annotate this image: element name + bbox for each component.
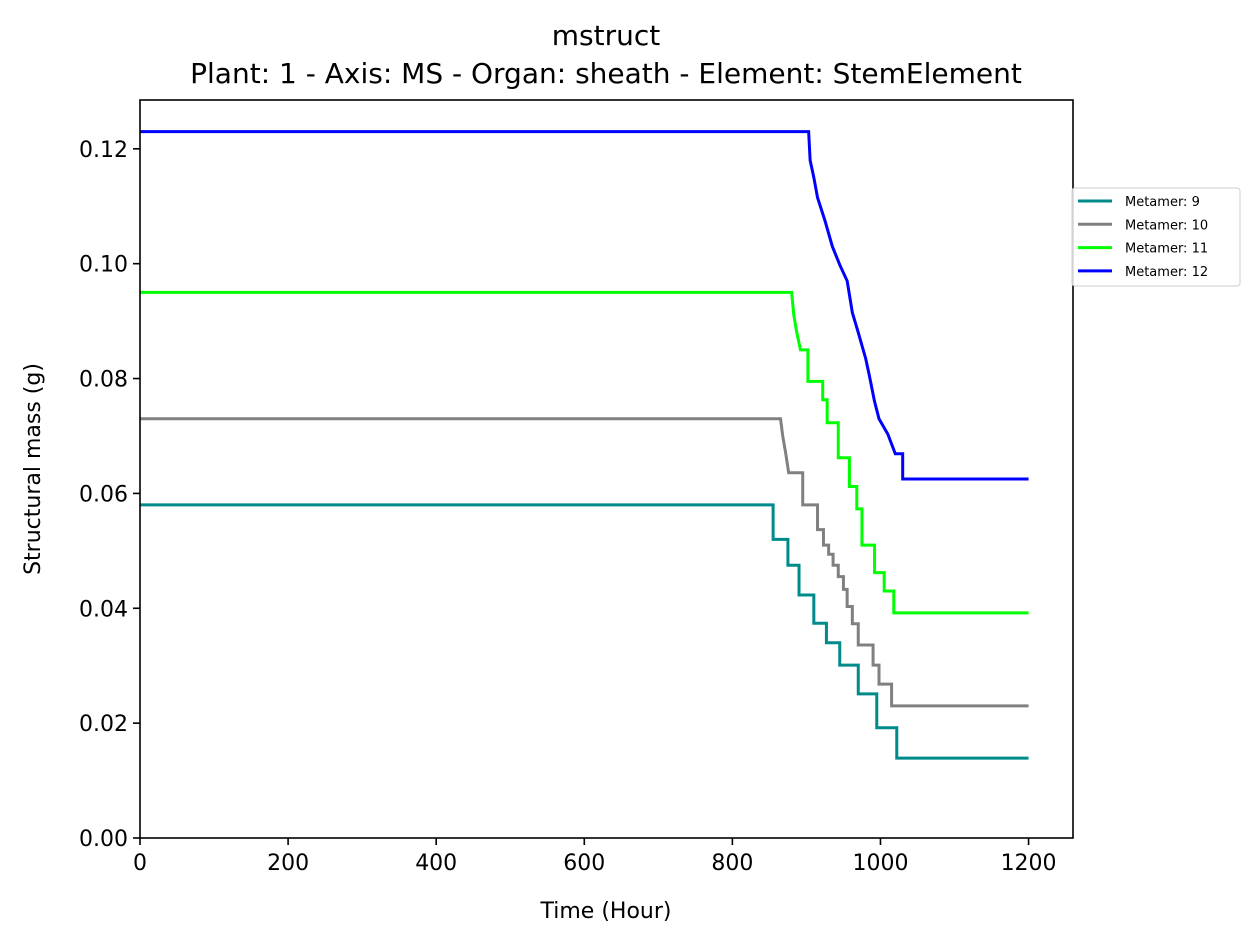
x-tick-label: 1000 bbox=[852, 851, 908, 876]
chart-subtitle: Plant: 1 - Axis: MS - Organ: sheath - El… bbox=[190, 57, 1022, 90]
y-tick-label: 0.10 bbox=[79, 253, 128, 278]
legend: Metamer: 9 Metamer: 10 Metamer: 11 Metamer:… bbox=[1071, 187, 1241, 287]
y-tick-label: 0.12 bbox=[79, 138, 128, 163]
y-tick-label: 0.00 bbox=[79, 827, 128, 852]
legend-box bbox=[1071, 187, 1241, 287]
x-axis-ticks: 0 200 400 600 800 1000 1200 bbox=[133, 838, 1057, 876]
y-tick-label: 0.02 bbox=[79, 712, 128, 737]
x-tick-label: 600 bbox=[563, 851, 605, 876]
x-tick-label: 400 bbox=[415, 851, 457, 876]
y-axis-ticks: 0.00 0.02 0.04 0.06 0.08 0.10 0.12 bbox=[79, 138, 140, 852]
x-axis-label: Time (Hour) bbox=[540, 899, 672, 924]
legend-label: Metamer: 9 bbox=[1125, 195, 1200, 210]
y-tick-label: 0.08 bbox=[79, 368, 128, 393]
x-tick-label: 800 bbox=[711, 851, 753, 876]
x-tick-label: 0 bbox=[133, 851, 147, 876]
series-line-4 bbox=[140, 130, 1029, 481]
legend-label: Metamer: 10 bbox=[1125, 218, 1208, 233]
series-line-3 bbox=[140, 290, 1029, 615]
y-tick-label: 0.04 bbox=[79, 597, 128, 622]
y-axis-label: Structural mass (g) bbox=[21, 363, 46, 575]
series-line-2 bbox=[140, 417, 1029, 708]
x-tick-label: 1200 bbox=[1001, 851, 1057, 876]
y-tick-label: 0.06 bbox=[79, 482, 128, 507]
legend-label: Metamer: 11 bbox=[1125, 242, 1208, 257]
legend-label: Metamer: 12 bbox=[1125, 265, 1208, 280]
plot-area bbox=[140, 130, 1029, 760]
x-tick-label: 200 bbox=[267, 851, 309, 876]
chart-title: mstruct bbox=[552, 19, 660, 52]
plot-frame bbox=[139, 99, 1074, 839]
series-line-1 bbox=[140, 503, 1029, 760]
